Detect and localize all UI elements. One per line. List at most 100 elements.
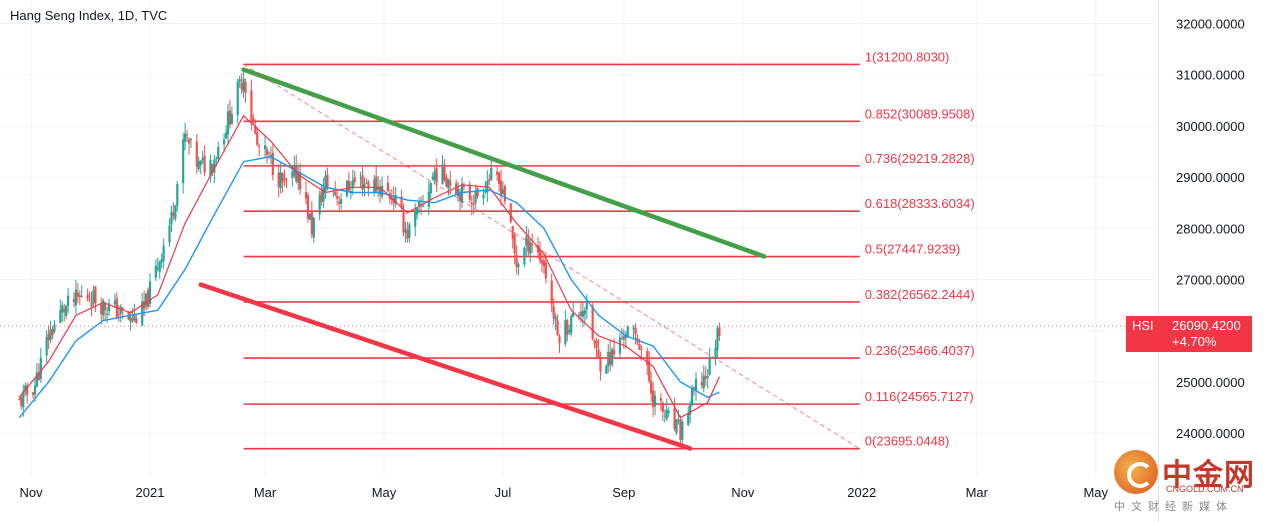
- candle-body: [78, 295, 81, 298]
- candle-body: [201, 157, 204, 161]
- fib-level-label: 0.116(24565.7127): [865, 389, 974, 404]
- candle-body: [133, 313, 136, 321]
- candle-body: [146, 289, 150, 307]
- candle-body: [653, 395, 657, 407]
- candle-body: [285, 178, 288, 180]
- candle-body: [88, 299, 91, 301]
- candle-body: [523, 247, 526, 265]
- x-tick-label: Nov: [731, 485, 755, 500]
- candle-body: [117, 314, 120, 316]
- candle-body: [704, 376, 707, 379]
- candle-body: [497, 172, 501, 184]
- candle-body: [121, 307, 124, 311]
- candle-body: [76, 292, 79, 297]
- y-tick-label: 24000.0000: [1176, 426, 1245, 441]
- candle-body: [527, 239, 530, 252]
- candle-body: [449, 181, 452, 186]
- candle-body: [104, 303, 107, 311]
- candle-body: [185, 134, 189, 136]
- candle-body: [31, 392, 35, 395]
- candle-body: [324, 175, 327, 192]
- candle-body: [145, 293, 148, 307]
- candle-body: [593, 340, 596, 344]
- candle-body: [106, 313, 109, 315]
- candle-body: [597, 349, 600, 358]
- candle-body: [90, 302, 93, 307]
- candle-body: [435, 167, 438, 183]
- fib-level-label: 0(23695.0448): [865, 434, 950, 449]
- watermark-tagline: 中文财经新媒体: [1114, 501, 1233, 513]
- x-tick-label: 2021: [136, 485, 165, 500]
- candle-body: [293, 166, 296, 176]
- candle-body: [283, 178, 286, 180]
- symbol-label: HSI: [1132, 318, 1154, 333]
- candle-body: [26, 385, 29, 395]
- candle-body: [687, 413, 690, 425]
- candle-body: [609, 351, 612, 365]
- candle-body: [400, 196, 403, 209]
- candle-body: [361, 175, 364, 190]
- candle-body: [620, 338, 623, 340]
- candle-body: [673, 408, 676, 429]
- candle-body: [334, 192, 337, 196]
- candle-body: [646, 351, 649, 366]
- candle-body: [379, 188, 382, 195]
- watermark-logo: 中金网 CNGOLD.COM.CN 中文财经新媒体: [1112, 448, 1260, 514]
- candle-body: [640, 349, 643, 351]
- y-tick-label: 30000.0000: [1176, 119, 1245, 134]
- fib-level-label: 0.618(28333.6034): [865, 196, 975, 211]
- fibonacci-retracement[interactable]: 1(31200.8030) 0.852(30089.9508) 0.736(2921…: [0, 49, 1158, 450]
- candle-body: [279, 172, 282, 189]
- candle-body: [215, 157, 218, 159]
- candle-body: [18, 399, 21, 401]
- candle-body: [536, 245, 540, 253]
- candle-body: [622, 336, 625, 340]
- candle-body: [431, 176, 434, 180]
- time-axis[interactable]: Nov 2021 Mar May Jul Sep Nov 2022 Mar May: [19, 485, 1108, 500]
- price-axis[interactable]: 32000.0000 31000.0000 30000.0000 29000.0000…: [1176, 17, 1245, 442]
- candle-body: [552, 306, 555, 319]
- price-change: +4.70%: [1172, 334, 1217, 349]
- candle-body: [581, 311, 584, 317]
- candle-body: [665, 409, 668, 419]
- candle-body: [143, 300, 146, 309]
- candle-body: [577, 314, 581, 316]
- fib-level-label: 1(31200.8030): [865, 49, 950, 64]
- candle-body: [542, 260, 545, 267]
- candle-body: [61, 305, 64, 313]
- candle-body: [525, 236, 528, 246]
- candle-body: [353, 177, 356, 183]
- candle-body: [162, 245, 165, 261]
- candle-body: [416, 208, 419, 215]
- candle-body: [406, 230, 409, 239]
- trendlines[interactable]: [198, 63, 861, 451]
- candle-body: [583, 310, 586, 315]
- candle-body: [269, 154, 272, 157]
- y-tick-label: 29000.0000: [1176, 170, 1245, 185]
- fib-level-label: 0.236(25466.4037): [865, 343, 975, 358]
- trendline-upper: [241, 67, 767, 259]
- candle-body: [445, 177, 448, 187]
- candle-body: [187, 139, 191, 144]
- logo-icon: [1114, 450, 1158, 494]
- fib-level-label: 0.736(29219.2828): [865, 151, 975, 166]
- candle-body: [677, 420, 680, 422]
- candle-body: [322, 187, 325, 202]
- candle-body: [652, 390, 655, 408]
- candle-body: [39, 357, 42, 379]
- candle-body: [470, 202, 473, 205]
- candle-body: [49, 329, 52, 341]
- candle-body: [102, 300, 105, 316]
- candle-body: [599, 357, 602, 372]
- y-tick-label: 31000.0000: [1176, 68, 1245, 83]
- candle-body: [404, 228, 407, 233]
- candle-body: [367, 182, 370, 189]
- candle-body: [182, 139, 185, 184]
- candle-body: [515, 255, 518, 268]
- candle-body: [634, 327, 637, 335]
- x-tick-label: Nov: [19, 485, 43, 500]
- candle-body: [408, 224, 411, 238]
- candle-body: [659, 398, 662, 401]
- candlesticks: [18, 67, 721, 447]
